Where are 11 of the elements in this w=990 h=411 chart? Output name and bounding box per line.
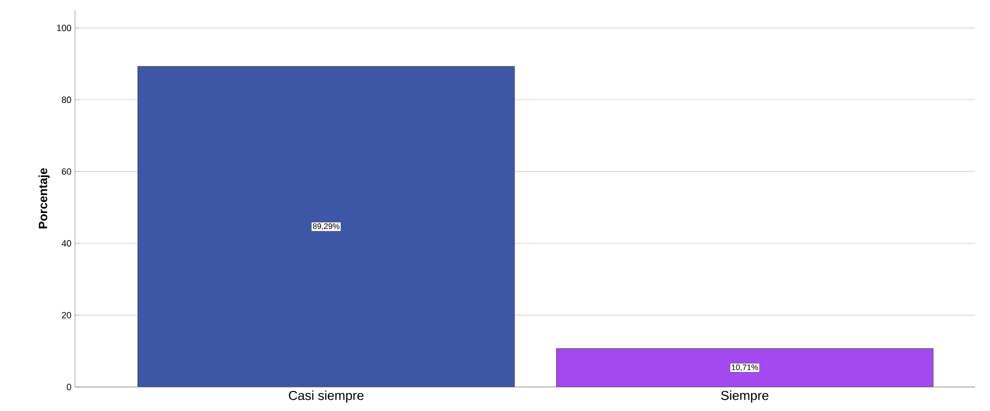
y-tick-label: 100: [57, 24, 72, 32]
x-tick-label: Siempre: [721, 390, 768, 403]
y-axis-title: Porcentaje: [38, 168, 50, 228]
data-label: 10,71%: [732, 364, 758, 372]
y-tick-label: 40: [62, 240, 72, 247]
data-label: 89,29%: [312, 223, 340, 230]
y-tick-label: 60: [62, 168, 72, 175]
y-tick-label: 80: [62, 96, 72, 103]
y-tick-label: 0: [66, 384, 72, 390]
y-tick-label: 20: [62, 312, 72, 318]
x-tick-label: Casi siempre: [288, 390, 364, 403]
